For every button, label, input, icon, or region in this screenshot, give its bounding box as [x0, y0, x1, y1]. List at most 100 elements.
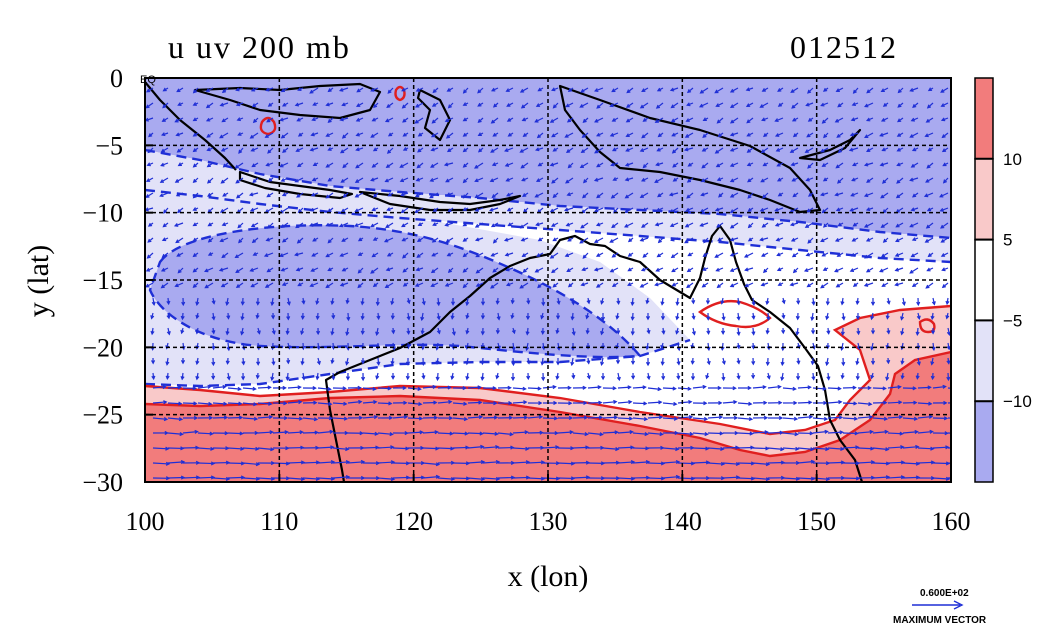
- wind-vector-head: [540, 476, 546, 481]
- wind-vector: [287, 431, 303, 434]
- wind-vector: [160, 192, 169, 197]
- wind-vector-head: [345, 474, 351, 480]
- wind-vector: [902, 431, 918, 434]
- wind-vector-head: [821, 119, 826, 124]
- wind-vector: [625, 192, 634, 199]
- wind-vector-head: [729, 88, 735, 93]
- wind-vector: [917, 402, 932, 405]
- wind-vector: [392, 476, 410, 479]
- wind-vector-head: [538, 400, 543, 406]
- wind-vector-head: [192, 237, 197, 242]
- wind-vector-head: [250, 283, 255, 288]
- wind-vector-head: [385, 267, 391, 272]
- wind-vector-head: [676, 361, 681, 366]
- wind-vector-head: [764, 430, 769, 435]
- wind-vector-head: [959, 417, 962, 420]
- wind-vector: [512, 387, 526, 390]
- wind-vector-head: [869, 429, 874, 434]
- wind-vector-head: [372, 147, 378, 152]
- wind-vector: [722, 476, 740, 479]
- wind-vector-head: [612, 177, 617, 181]
- wind-vector: [430, 162, 439, 168]
- wind-vector-head: [795, 331, 800, 336]
- wind-vector-head: [220, 179, 225, 184]
- wind-vector-head: [585, 475, 591, 480]
- wind-vector-head: [389, 432, 394, 437]
- wind-vector: [797, 477, 815, 480]
- wind-vector-head: [310, 268, 315, 272]
- wind-vector: [775, 117, 784, 122]
- wind-vector-head: [145, 178, 151, 182]
- wind-vector-head: [192, 268, 197, 273]
- wind-vector: [431, 267, 439, 273]
- wind-vector-head: [160, 267, 166, 272]
- wind-vector-head: [943, 416, 949, 421]
- wind-vector-head: [583, 415, 589, 420]
- wind-vector-head: [325, 253, 330, 258]
- wind-vector-head: [165, 375, 170, 381]
- wind-vector: [205, 282, 214, 289]
- wind-vector-head: [360, 315, 365, 321]
- wind-vector-head: [390, 315, 395, 320]
- wind-vector-head: [555, 476, 561, 481]
- wind-vector-head: [686, 284, 691, 289]
- wind-vector-head: [339, 117, 344, 122]
- wind-vector: [594, 117, 604, 123]
- wind-vector-head: [160, 162, 165, 167]
- wind-vector-head: [436, 315, 441, 321]
- wind-vector-head: [838, 415, 844, 420]
- wind-vector-head: [192, 207, 197, 211]
- wind-vector: [446, 132, 454, 139]
- wind-vector-head: [255, 476, 261, 481]
- wind-vector: [287, 477, 304, 480]
- wind-vector-head: [450, 315, 455, 320]
- wind-vector-head: [387, 89, 392, 94]
- wind-vector-head: [354, 223, 359, 228]
- wind-vector-head: [851, 177, 856, 182]
- wind-vector-head: [221, 222, 226, 227]
- wind-vector: [490, 282, 499, 289]
- wind-vector: [790, 282, 799, 286]
- wind-vector: [895, 267, 904, 272]
- wind-vector-head: [624, 209, 629, 213]
- wind-vector: [467, 461, 484, 464]
- wind-vector: [804, 267, 814, 272]
- wind-vector-head: [296, 239, 301, 244]
- wind-vector: [497, 476, 515, 479]
- wind-vector-head: [192, 132, 197, 137]
- wind-vector-head: [315, 315, 320, 321]
- y-tick-label: 0: [110, 64, 123, 93]
- wind-vector-head: [446, 192, 451, 197]
- wind-vector-head: [264, 284, 270, 288]
- wind-vector-head: [911, 237, 917, 242]
- wind-vector-head: [421, 375, 426, 380]
- wind-vector-head: [791, 253, 797, 258]
- wind-vector-head: [330, 359, 335, 365]
- wind-vector-head: [328, 401, 333, 406]
- wind-vector-head: [683, 147, 689, 152]
- wind-vector-head: [354, 179, 360, 183]
- wind-vector-head: [372, 193, 378, 198]
- wind-vector: [761, 177, 769, 183]
- wind-vector-head: [555, 361, 561, 366]
- wind-vector-head: [309, 283, 314, 288]
- wind-vector: [265, 207, 274, 213]
- wind-vector-head: [945, 315, 950, 320]
- wind-vector-head: [371, 163, 376, 168]
- wind-vector: [872, 447, 889, 451]
- wind-vector-head: [655, 267, 660, 272]
- wind-vector: [400, 177, 409, 182]
- wind-vector-head: [372, 386, 377, 391]
- wind-vector-head: [702, 133, 707, 139]
- wind-vector: [932, 446, 949, 449]
- wind-vector-head: [627, 267, 632, 272]
- wind-vector: [242, 477, 260, 480]
- wind-vector: [581, 147, 589, 153]
- wind-vector: [760, 207, 769, 212]
- wind-vector: [437, 401, 452, 404]
- wind-vector: [581, 207, 589, 214]
- wind-vector: [662, 447, 679, 450]
- wind-vector-head: [238, 401, 243, 406]
- wind-vector-head: [639, 148, 645, 152]
- wind-vector-head: [732, 386, 737, 391]
